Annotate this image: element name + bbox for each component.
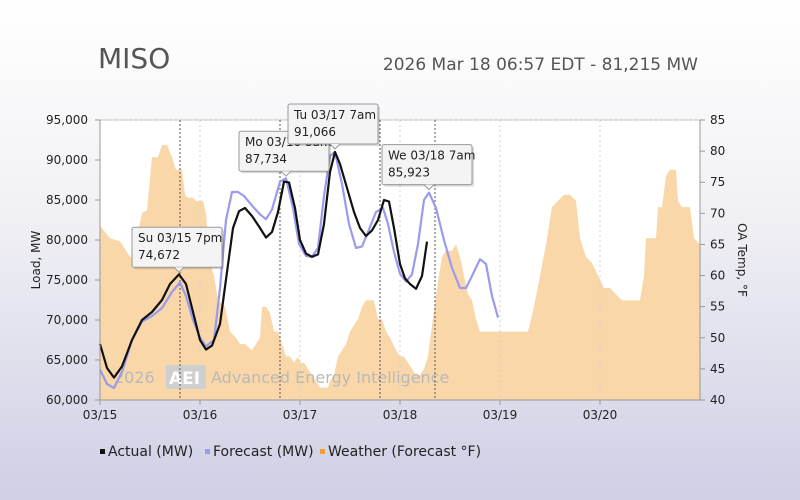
y2-tick-label-2: 50: [710, 331, 725, 345]
legend-label-0: Actual (MW): [108, 444, 193, 460]
y-tick-label-3: 75,000: [46, 273, 88, 287]
actual-series-line: [98, 150, 429, 379]
tooltip-pointer-3: [423, 184, 435, 191]
x-tick-label-3: 03/18: [383, 408, 418, 422]
tooltip-pointer-2: [329, 143, 341, 150]
chart-subtitle: 2026 Mar 18 06:57 EDT - 81,215 MW: [383, 55, 698, 75]
weather-area-layer: [100, 144, 700, 400]
legend-label-1: Forecast (MW): [213, 444, 314, 460]
y2-tick-label-6: 70: [710, 206, 725, 220]
y2-tick-label-8: 80: [710, 144, 725, 158]
y2-tick-label-7: 75: [710, 175, 725, 189]
legend-swatch-1: [205, 449, 210, 454]
tooltip-value-1: 87,734: [245, 152, 287, 166]
y2-tick-label-4: 60: [710, 269, 725, 283]
y-axis-title: Load, MW: [29, 231, 43, 290]
tooltip-value-2: 91,066: [294, 125, 336, 139]
watermark-copyright: 2026: [114, 368, 155, 387]
tooltip-pointer-1: [280, 170, 292, 177]
x-tick-label-2: 03/17: [283, 408, 318, 422]
y2-tick-label-0: 40: [710, 393, 725, 407]
tooltip-0: Su 03/15 7pm 74,672: [131, 226, 224, 273]
x-tick-label-5: 03/20: [583, 408, 618, 422]
x-tick-label-0: 03/15: [83, 408, 118, 422]
tooltip-value-3: 85,923: [388, 166, 430, 180]
weather-area: [100, 144, 700, 400]
y2-tick-label-3: 55: [710, 300, 725, 314]
tooltip-label-0: Su 03/15 7pm: [138, 231, 222, 245]
tooltip-3: We 03/18 7am 85,923: [381, 144, 475, 191]
tooltip-2: Tu 03/17 7am 91,066: [287, 103, 380, 150]
y-tick-label-2: 70,000: [46, 313, 88, 327]
tooltip-pointer-0: [173, 266, 185, 273]
watermark-name: Advanced Energy Intelligence: [211, 368, 449, 387]
y2-axis-title: OA Temp, °F: [735, 223, 749, 297]
y-tick-label-6: 90,000: [46, 153, 88, 167]
x-tick-label-1: 03/16: [183, 408, 218, 422]
axes-layer: 60,000 65,000 70,000 75,000 80,000 85,000 90,0…: [46, 113, 725, 422]
y-tick-label-0: 60,000: [46, 393, 88, 407]
y-tick-label-1: 65,000: [46, 353, 88, 367]
legend-label-2: Weather (Forecast °F): [328, 444, 481, 460]
y-tick-label-4: 80,000: [46, 233, 88, 247]
y2-tick-label-5: 65: [710, 237, 725, 251]
tooltip-label-3: We 03/18 7am: [388, 149, 475, 163]
y2-tick-label-1: 45: [710, 362, 725, 376]
tooltip-value-0: 74,672: [138, 248, 180, 262]
watermark: 2026 AEI Advanced Energy Intelligence: [114, 365, 449, 389]
watermark-logo-box: [166, 365, 206, 389]
x-tick-label-4: 03/19: [483, 408, 518, 422]
legend-swatch-0: [100, 449, 105, 454]
y2-tick-label-9: 85: [710, 113, 725, 127]
legend-swatch-2: [320, 449, 325, 454]
chart-title: MISO: [98, 42, 170, 75]
tooltip-label-2: Tu 03/17 7am: [293, 108, 376, 122]
y-tick-label-5: 85,000: [46, 193, 88, 207]
y-tick-label-7: 95,000: [46, 113, 88, 127]
series-lines-layer: [98, 150, 500, 390]
legend: Actual (MW) Forecast (MW) Weather (Forecas…: [100, 444, 481, 460]
watermark-logo: AEI: [169, 369, 200, 389]
